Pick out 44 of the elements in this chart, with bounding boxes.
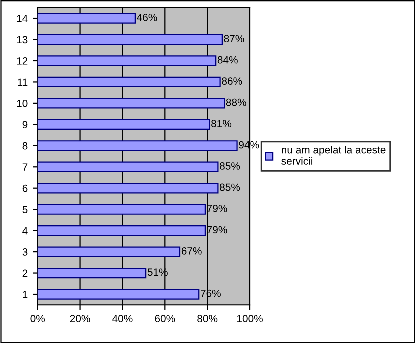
y-tick-label: 5 [22, 206, 28, 214]
bar [38, 76, 221, 88]
text: 85% [220, 184, 240, 192]
y-tick-label: 7 [22, 164, 28, 171]
y-tick-label: 10 [17, 100, 28, 108]
y-tick-label: 9 [22, 121, 28, 129]
text: 67% [182, 247, 202, 255]
bar [38, 162, 219, 172]
bar [38, 204, 206, 215]
bar [38, 268, 147, 279]
bar [38, 13, 136, 24]
text: 86% [222, 78, 242, 86]
bar [38, 119, 210, 130]
x-tick-label: 0% [30, 315, 46, 322]
bar [38, 246, 181, 258]
x-tick-label: 60% [155, 315, 176, 322]
bar [38, 98, 226, 109]
x-tick-label: 20% [70, 315, 90, 322]
y-tick-label: 11 [18, 78, 28, 86]
y-tick-label: 4 [22, 227, 28, 235]
y-tick-label: 13 [17, 36, 28, 44]
text: 46% [137, 14, 158, 22]
bar [38, 34, 223, 46]
text: 88% [226, 98, 246, 106]
bar [38, 289, 200, 300]
y-tick-label: 3 [22, 248, 28, 256]
text: 84% [218, 56, 238, 64]
y-tick-label: 8 [22, 142, 28, 150]
bar [38, 56, 217, 66]
bar [38, 183, 219, 194]
bar [38, 140, 238, 152]
legend-label: nu am apelat la aceste servicii [282, 146, 386, 165]
text: 87% [224, 35, 244, 43]
y-tick-label: 2 [22, 270, 28, 278]
x-tick-label: 80% [198, 315, 218, 322]
bar [38, 225, 206, 236]
y-tick-label: 14 [17, 15, 28, 22]
y-tick-label: 1 [23, 291, 28, 298]
text: 81% [212, 120, 232, 128]
x-tick-label: 40% [112, 315, 133, 322]
y-tick-label: 6 [22, 184, 28, 192]
y-tick-label: 12 [17, 57, 28, 65]
text: 85% [220, 162, 240, 170]
x-tick-label: 100% [237, 315, 263, 322]
